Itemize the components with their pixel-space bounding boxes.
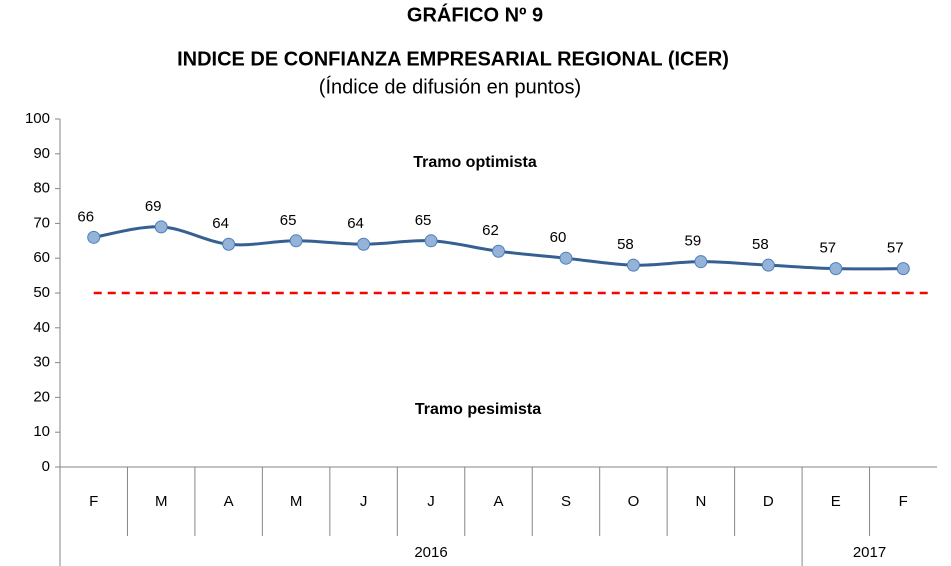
data-label: 62 <box>482 222 499 239</box>
data-label: 69 <box>145 198 162 215</box>
group-label: 2016 <box>414 544 447 561</box>
x-tick-label: F <box>89 493 98 510</box>
chart-title: GRÁFICO Nº 9 <box>407 3 543 26</box>
data-label: 66 <box>77 208 94 225</box>
y-tick-label: 50 <box>33 284 50 301</box>
group-label: 2017 <box>853 544 886 561</box>
data-point <box>626 258 640 272</box>
x-tick-label: A <box>493 493 503 510</box>
y-tick-label: 40 <box>33 319 50 336</box>
data-point <box>222 237 236 251</box>
chart-subtitle: INDICE DE CONFIANZA EMPRESARIAL REGIONAL… <box>177 48 729 70</box>
y-tick-label: 30 <box>33 354 50 371</box>
y-tick-label: 0 <box>42 458 50 475</box>
data-point <box>154 220 168 234</box>
x-tick-label: F <box>899 493 908 510</box>
chart-note: (Índice de difusión en puntos) <box>319 75 581 98</box>
annotation: Tramo pesimista <box>415 401 541 418</box>
data-point <box>357 237 371 251</box>
y-tick-label: 60 <box>33 249 50 266</box>
x-tick-label: S <box>561 493 571 510</box>
data-point <box>829 262 843 276</box>
x-tick-label: A <box>224 493 234 510</box>
data-point <box>87 230 101 244</box>
y-tick-label: 10 <box>33 423 50 440</box>
data-label: 64 <box>212 215 229 232</box>
data-label: 57 <box>819 240 836 257</box>
y-tick-label: 100 <box>25 110 50 127</box>
data-label: 60 <box>550 229 567 246</box>
y-tick-label: 80 <box>33 180 50 197</box>
x-tick-label: J <box>360 493 368 510</box>
data-label: 57 <box>887 240 904 257</box>
data-label: 58 <box>617 236 634 253</box>
data-label: 58 <box>752 236 769 253</box>
y-tick-label: 90 <box>33 145 50 162</box>
y-tick-label: 20 <box>33 388 50 405</box>
data-point <box>492 244 505 258</box>
x-tick-label: M <box>155 493 168 510</box>
data-label: 64 <box>347 215 364 232</box>
x-tick-label: J <box>427 493 435 510</box>
x-tick-label: N <box>695 493 706 510</box>
x-tick-label: E <box>831 493 841 510</box>
data-point <box>424 234 438 248</box>
data-point <box>694 255 708 269</box>
data-point <box>761 258 775 272</box>
data-label: 65 <box>280 212 297 229</box>
data-point <box>559 251 573 265</box>
x-tick-label: D <box>763 493 774 510</box>
y-tick-label: 70 <box>33 214 50 231</box>
data-label: 65 <box>415 212 432 229</box>
x-tick-label: O <box>628 493 640 510</box>
data-point <box>896 262 910 276</box>
annotation: Tramo optimista <box>413 154 537 171</box>
x-tick-label: M <box>290 493 303 510</box>
data-label: 59 <box>685 233 702 250</box>
data-point <box>289 234 303 248</box>
